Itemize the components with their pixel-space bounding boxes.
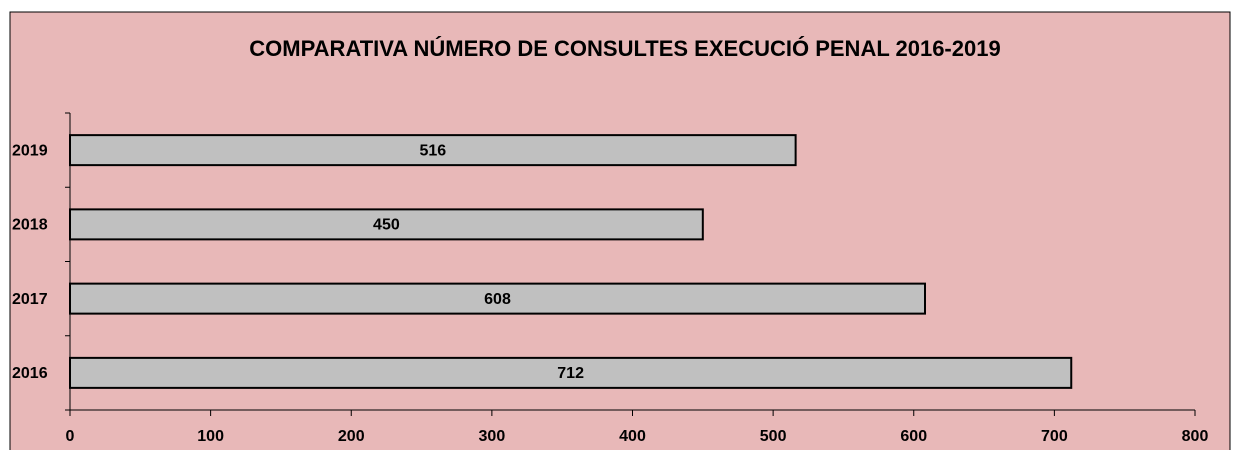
x-tick-label: 700 [1041,428,1068,445]
value-label: 712 [557,365,584,382]
x-tick-label: 500 [760,428,787,445]
y-tick-label: 2018 [12,217,48,234]
bar [69,134,797,167]
value-label: 608 [484,291,511,308]
x-tick-label: 400 [619,428,646,445]
y-tick-label: 2017 [12,291,48,308]
x-tick-label: 0 [66,428,75,445]
y-tick-label: 2016 [12,365,48,382]
chart-title: COMPARATIVA NÚMERO DE CONSULTES EXECUCIÓ… [249,36,1000,61]
x-tick-label: 600 [900,428,927,445]
y-tick-label: 2019 [12,142,48,159]
value-label: 450 [373,217,400,234]
bar [69,356,1073,389]
x-tick-label: 100 [197,428,224,445]
bar [69,282,926,315]
x-tick-label: 800 [1182,428,1209,445]
bar [69,208,704,241]
value-label: 516 [419,142,446,159]
x-tick-label: 300 [479,428,506,445]
x-tick-label: 200 [338,428,365,445]
